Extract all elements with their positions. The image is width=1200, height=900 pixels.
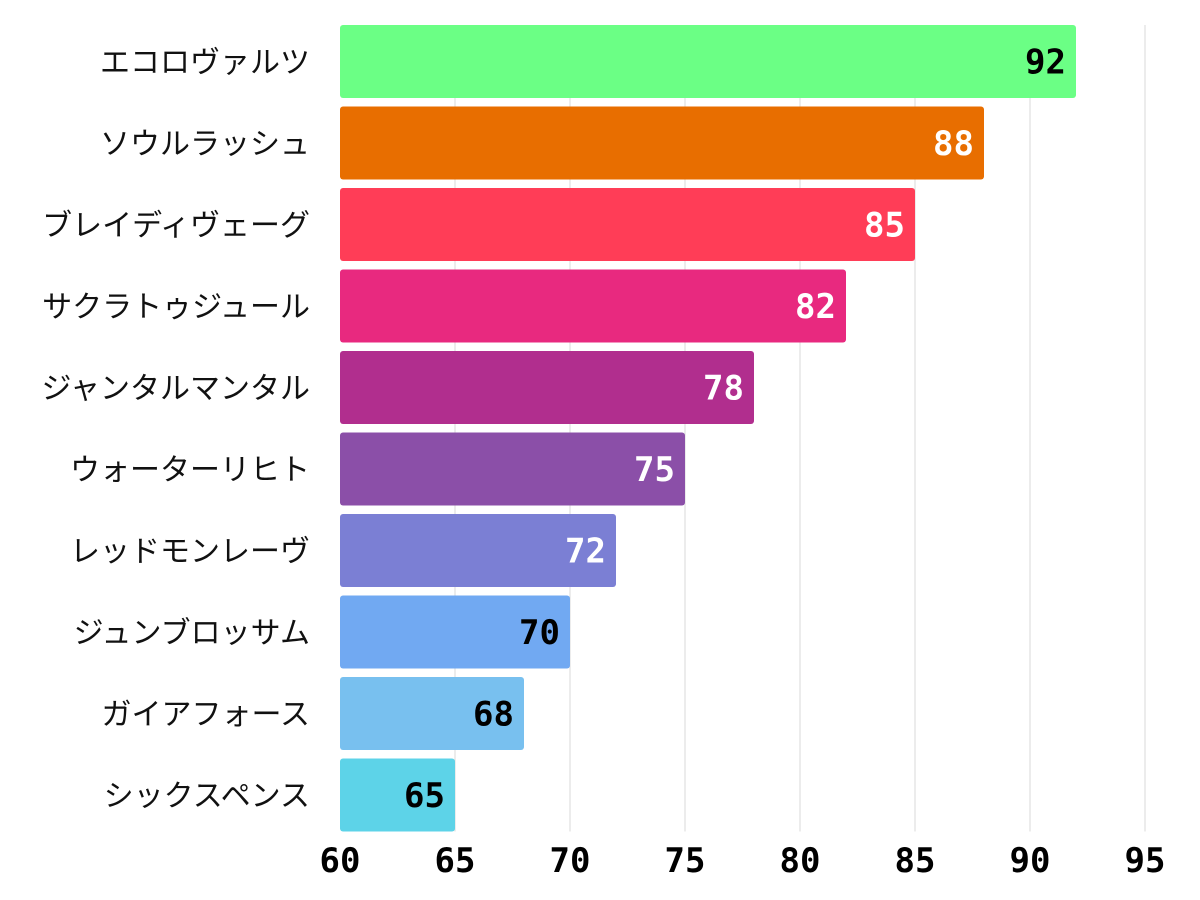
- value-label: 70: [519, 613, 560, 653]
- x-tick-label: 90: [1010, 841, 1051, 881]
- value-label: 82: [795, 287, 836, 327]
- value-label: 92: [1025, 43, 1066, 83]
- x-axis-ticks: 60 65 70 75 80 85 90 95: [320, 841, 1166, 881]
- bar: [340, 758, 455, 832]
- value-label: 68: [473, 695, 514, 735]
- bar: [340, 595, 570, 669]
- bar: [340, 269, 846, 343]
- category-label: レッドモンレーヴ: [70, 535, 310, 570]
- category-label: エコロヴァルツ: [100, 46, 310, 81]
- value-label: 75: [634, 450, 675, 490]
- category-label: ジュンブロッサム: [74, 616, 310, 651]
- bar: [340, 677, 524, 750]
- x-tick-label: 70: [550, 841, 591, 881]
- category-label: サクラトゥジュール: [42, 290, 310, 325]
- x-tick-label: 75: [665, 841, 706, 881]
- value-label: 88: [933, 124, 974, 164]
- category-label: ソウルラッシュ: [100, 127, 310, 162]
- value-label: 78: [703, 369, 744, 409]
- value-label: 72: [565, 532, 606, 572]
- bar: [340, 106, 984, 180]
- x-tick-label: 95: [1125, 841, 1166, 881]
- value-label: 85: [864, 206, 905, 246]
- category-labels: エコロヴァルツソウルラッシュブレイディヴェーグサクラトゥジュールジャンタルマンタ…: [42, 46, 311, 815]
- category-label: ウォーターリヒト: [70, 453, 310, 488]
- category-label: シックスペンス: [104, 779, 310, 814]
- bar: [340, 188, 915, 261]
- value-labels: 92 88 85 82 78 75 72 70 68 65: [404, 43, 1066, 817]
- bar: [340, 351, 754, 424]
- bar: [340, 514, 616, 587]
- value-label: 65: [404, 776, 445, 816]
- bar-layer: [340, 25, 1076, 832]
- category-label: ガイアフォース: [102, 698, 311, 733]
- bar: [340, 432, 685, 506]
- category-label: ジャンタルマンタル: [42, 372, 311, 407]
- category-label: ブレイディヴェーグ: [42, 209, 310, 244]
- x-tick-label: 80: [780, 841, 821, 881]
- x-tick-label: 85: [895, 841, 936, 881]
- x-tick-label: 60: [320, 841, 361, 881]
- x-tick-label: 65: [435, 841, 476, 881]
- bar: [340, 25, 1076, 98]
